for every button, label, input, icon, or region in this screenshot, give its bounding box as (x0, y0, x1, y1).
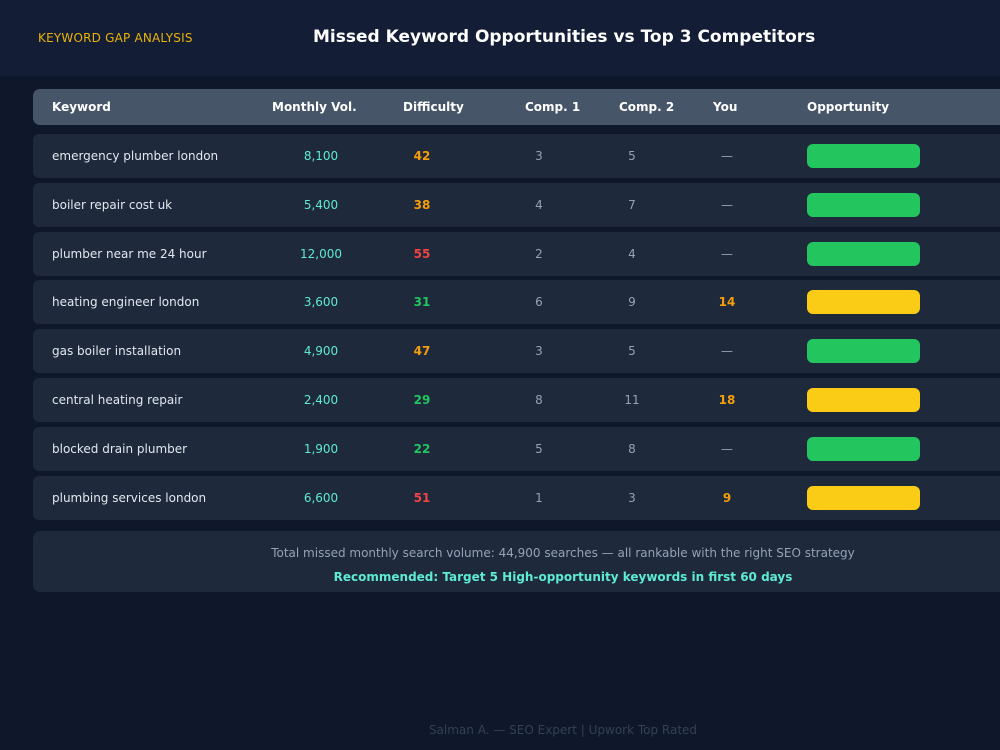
comp-1-rank-cell: 3 (535, 149, 543, 163)
difficulty-cell: 22 (413, 441, 431, 456)
opportunity-bar-high (807, 339, 920, 364)
table-row[interactable]: plumber near me 24 hour 12,000 55 2 4 — (33, 231, 1000, 276)
table-row[interactable]: emergency plumber london 8,100 42 3 5 — (33, 134, 1000, 178)
summary-panel: Total missed monthly search volume: 44,9… (33, 531, 1000, 592)
opportunity-bar-high (807, 144, 920, 168)
comp-2-rank-cell: 7 (628, 197, 636, 212)
your-rank-cell: — (721, 149, 733, 163)
column-header-comp-1[interactable]: Comp. 1 (525, 100, 581, 114)
column-header-keyword[interactable]: Keyword (52, 100, 111, 114)
comp-2-rank-cell: 5 (628, 149, 636, 163)
comp-2-rank-cell: 9 (628, 295, 636, 310)
opportunity-bar-medium (807, 290, 920, 315)
monthly-volume-cell: 8,100 (303, 149, 339, 163)
comp-2-rank-cell: 11 (624, 393, 640, 407)
comp-2-rank-cell: 8 (628, 441, 636, 456)
column-header-opportunity[interactable]: Opportunity (807, 100, 890, 114)
difficulty-cell: 47 (413, 344, 431, 359)
table-row[interactable]: plumbing services london 6,600 51 1 3 9 (33, 475, 1000, 520)
table-row[interactable]: gas boiler installation 4,900 47 3 5 — (33, 329, 1000, 374)
keyword-cell: heating engineer london (52, 295, 200, 310)
column-header-monthly-volume[interactable]: Monthly Vol. (272, 100, 357, 114)
keyword-cell: plumbing services london (52, 490, 207, 505)
monthly-volume-cell: 6,600 (303, 490, 339, 505)
monthly-volume-cell: 4,900 (303, 344, 339, 359)
monthly-volume-cell: 5,400 (303, 197, 339, 212)
monthly-volume-cell: 2,400 (303, 393, 339, 407)
footer-credit: Salman A. — SEO Expert | Upwork Top Rate… (428, 723, 698, 737)
comp-1-rank-cell: 8 (535, 393, 543, 407)
table-row[interactable]: boiler repair cost uk 5,400 38 4 7 — (33, 182, 1000, 227)
opportunity-bar-medium (807, 388, 920, 412)
comp-1-rank-cell: 3 (535, 344, 543, 359)
comp-1-rank-cell: 6 (535, 295, 543, 310)
difficulty-cell: 29 (413, 393, 431, 407)
section-tag: KEYWORD GAP ANALYSIS (38, 31, 193, 45)
keyword-cell: gas boiler installation (52, 344, 182, 359)
column-header-difficulty[interactable]: Difficulty (403, 100, 464, 114)
monthly-volume-cell: 12,000 (300, 246, 342, 261)
total-volume-text: Total missed monthly search volume: 44,9… (271, 546, 855, 560)
keyword-cell: plumber near me 24 hour (52, 246, 207, 261)
keyword-cell: emergency plumber london (52, 149, 219, 163)
recommendation-text: Recommended: Target 5 High-opportunity k… (333, 570, 793, 584)
comp-1-rank-cell: 5 (535, 441, 543, 456)
your-rank-cell: — (721, 441, 733, 456)
column-header-comp-2[interactable]: Comp. 2 (619, 100, 675, 114)
your-rank-cell: — (721, 246, 733, 261)
monthly-volume-cell: 1,900 (303, 441, 339, 456)
keyword-cell: boiler repair cost uk (52, 197, 173, 212)
opportunity-bar-medium (807, 485, 920, 510)
your-rank-cell: — (721, 344, 733, 359)
keyword-cell: blocked drain plumber (52, 441, 188, 456)
comp-2-rank-cell: 5 (628, 344, 636, 359)
your-rank-cell: 9 (722, 490, 732, 505)
comp-2-rank-cell: 3 (628, 490, 636, 505)
difficulty-cell: 42 (413, 149, 431, 163)
comp-1-rank-cell: 2 (535, 246, 543, 261)
difficulty-cell: 51 (413, 490, 431, 505)
table-row[interactable]: central heating repair 2,400 29 8 11 18 (33, 378, 1000, 422)
table-header: Keyword Monthly Vol. Difficulty Comp. 1 … (33, 89, 1000, 125)
comp-2-rank-cell: 4 (628, 246, 636, 261)
opportunity-bar-high (807, 192, 920, 217)
page-title: Missed Keyword Opportunities vs Top 3 Co… (313, 27, 816, 47)
keyword-cell: central heating repair (52, 393, 183, 407)
difficulty-cell: 31 (413, 295, 431, 310)
comp-1-rank-cell: 1 (535, 490, 543, 505)
table-row[interactable]: blocked drain plumber 1,900 22 5 8 — (33, 426, 1000, 471)
comp-1-rank-cell: 4 (535, 197, 543, 212)
difficulty-cell: 38 (413, 197, 431, 212)
opportunity-bar-high (807, 241, 920, 266)
opportunity-bar-high (807, 436, 920, 461)
monthly-volume-cell: 3,600 (303, 295, 339, 310)
your-rank-cell: — (721, 197, 733, 212)
table-row[interactable]: heating engineer london 3,600 31 6 9 14 (33, 280, 1000, 325)
your-rank-cell: 18 (718, 393, 736, 407)
header-bar: KEYWORD GAP ANALYSIS Missed Keyword Oppo… (0, 0, 1000, 76)
your-rank-cell: 14 (718, 295, 736, 310)
difficulty-cell: 55 (413, 246, 431, 261)
column-header-you[interactable]: You (713, 100, 738, 114)
